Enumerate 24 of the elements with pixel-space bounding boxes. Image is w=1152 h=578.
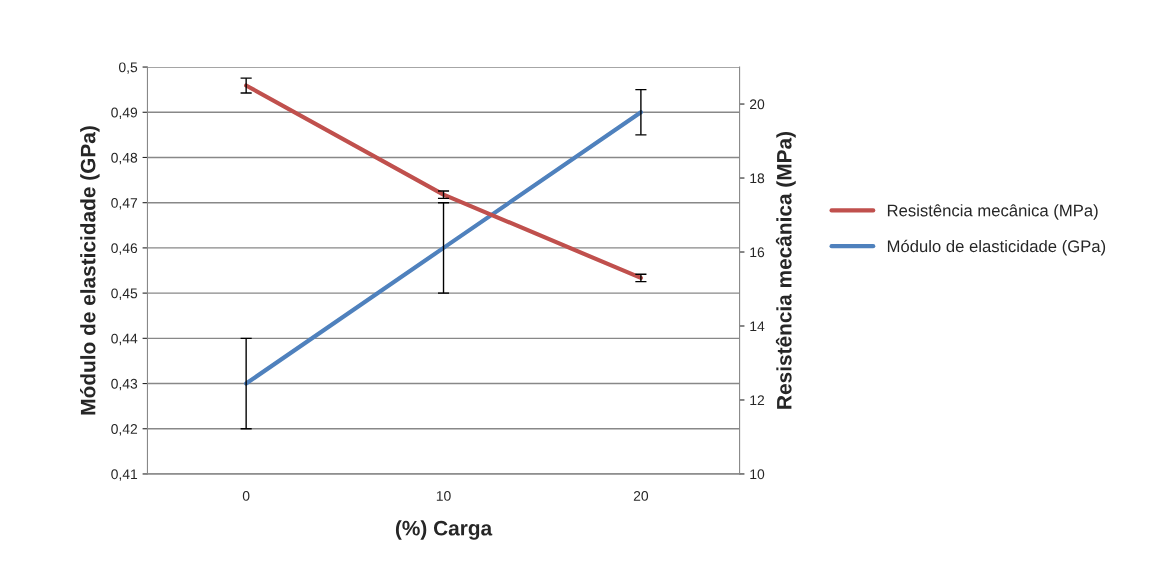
y-tick-label: 0,49 (111, 107, 138, 120)
y-tick-label: 0,48 (111, 152, 138, 165)
y-tick-label: 0,46 (111, 243, 138, 255)
y-tick-label: 0,47 (111, 198, 138, 210)
y-tick-label: 0,5 (118, 62, 138, 74)
y-tick-label: 0,41 (111, 469, 138, 481)
y2-tick-label: 10 (750, 469, 765, 480)
y2-tick-label: 12 (750, 395, 765, 406)
y-tick-label: 0,43 (111, 378, 138, 391)
y2-tick-label: 14 (750, 321, 765, 332)
x-tick-label: 20 (633, 490, 649, 501)
legend-label: Módulo de elasticidade (GPa) (887, 239, 1106, 256)
y2-tick-label: 20 (750, 99, 765, 110)
y-tick-label: 0,42 (111, 424, 138, 436)
y2-tick-label: 18 (750, 173, 765, 184)
legend-label: Resistência mecânica (MPa) (887, 204, 1098, 220)
x-axis-title: (%) Carga (395, 520, 493, 540)
y-tick-label: 0,45 (111, 288, 138, 300)
y-axis-title: Módulo de elasticidade (GPa) (79, 126, 100, 415)
y2-tick-label: 16 (750, 247, 765, 258)
y-tick-label: 0,44 (111, 333, 138, 346)
y2-axis-title: Resistência mecânica (MPa) (775, 132, 796, 409)
x-tick-label: 10 (436, 490, 451, 501)
x-tick-label: 0 (242, 490, 250, 501)
